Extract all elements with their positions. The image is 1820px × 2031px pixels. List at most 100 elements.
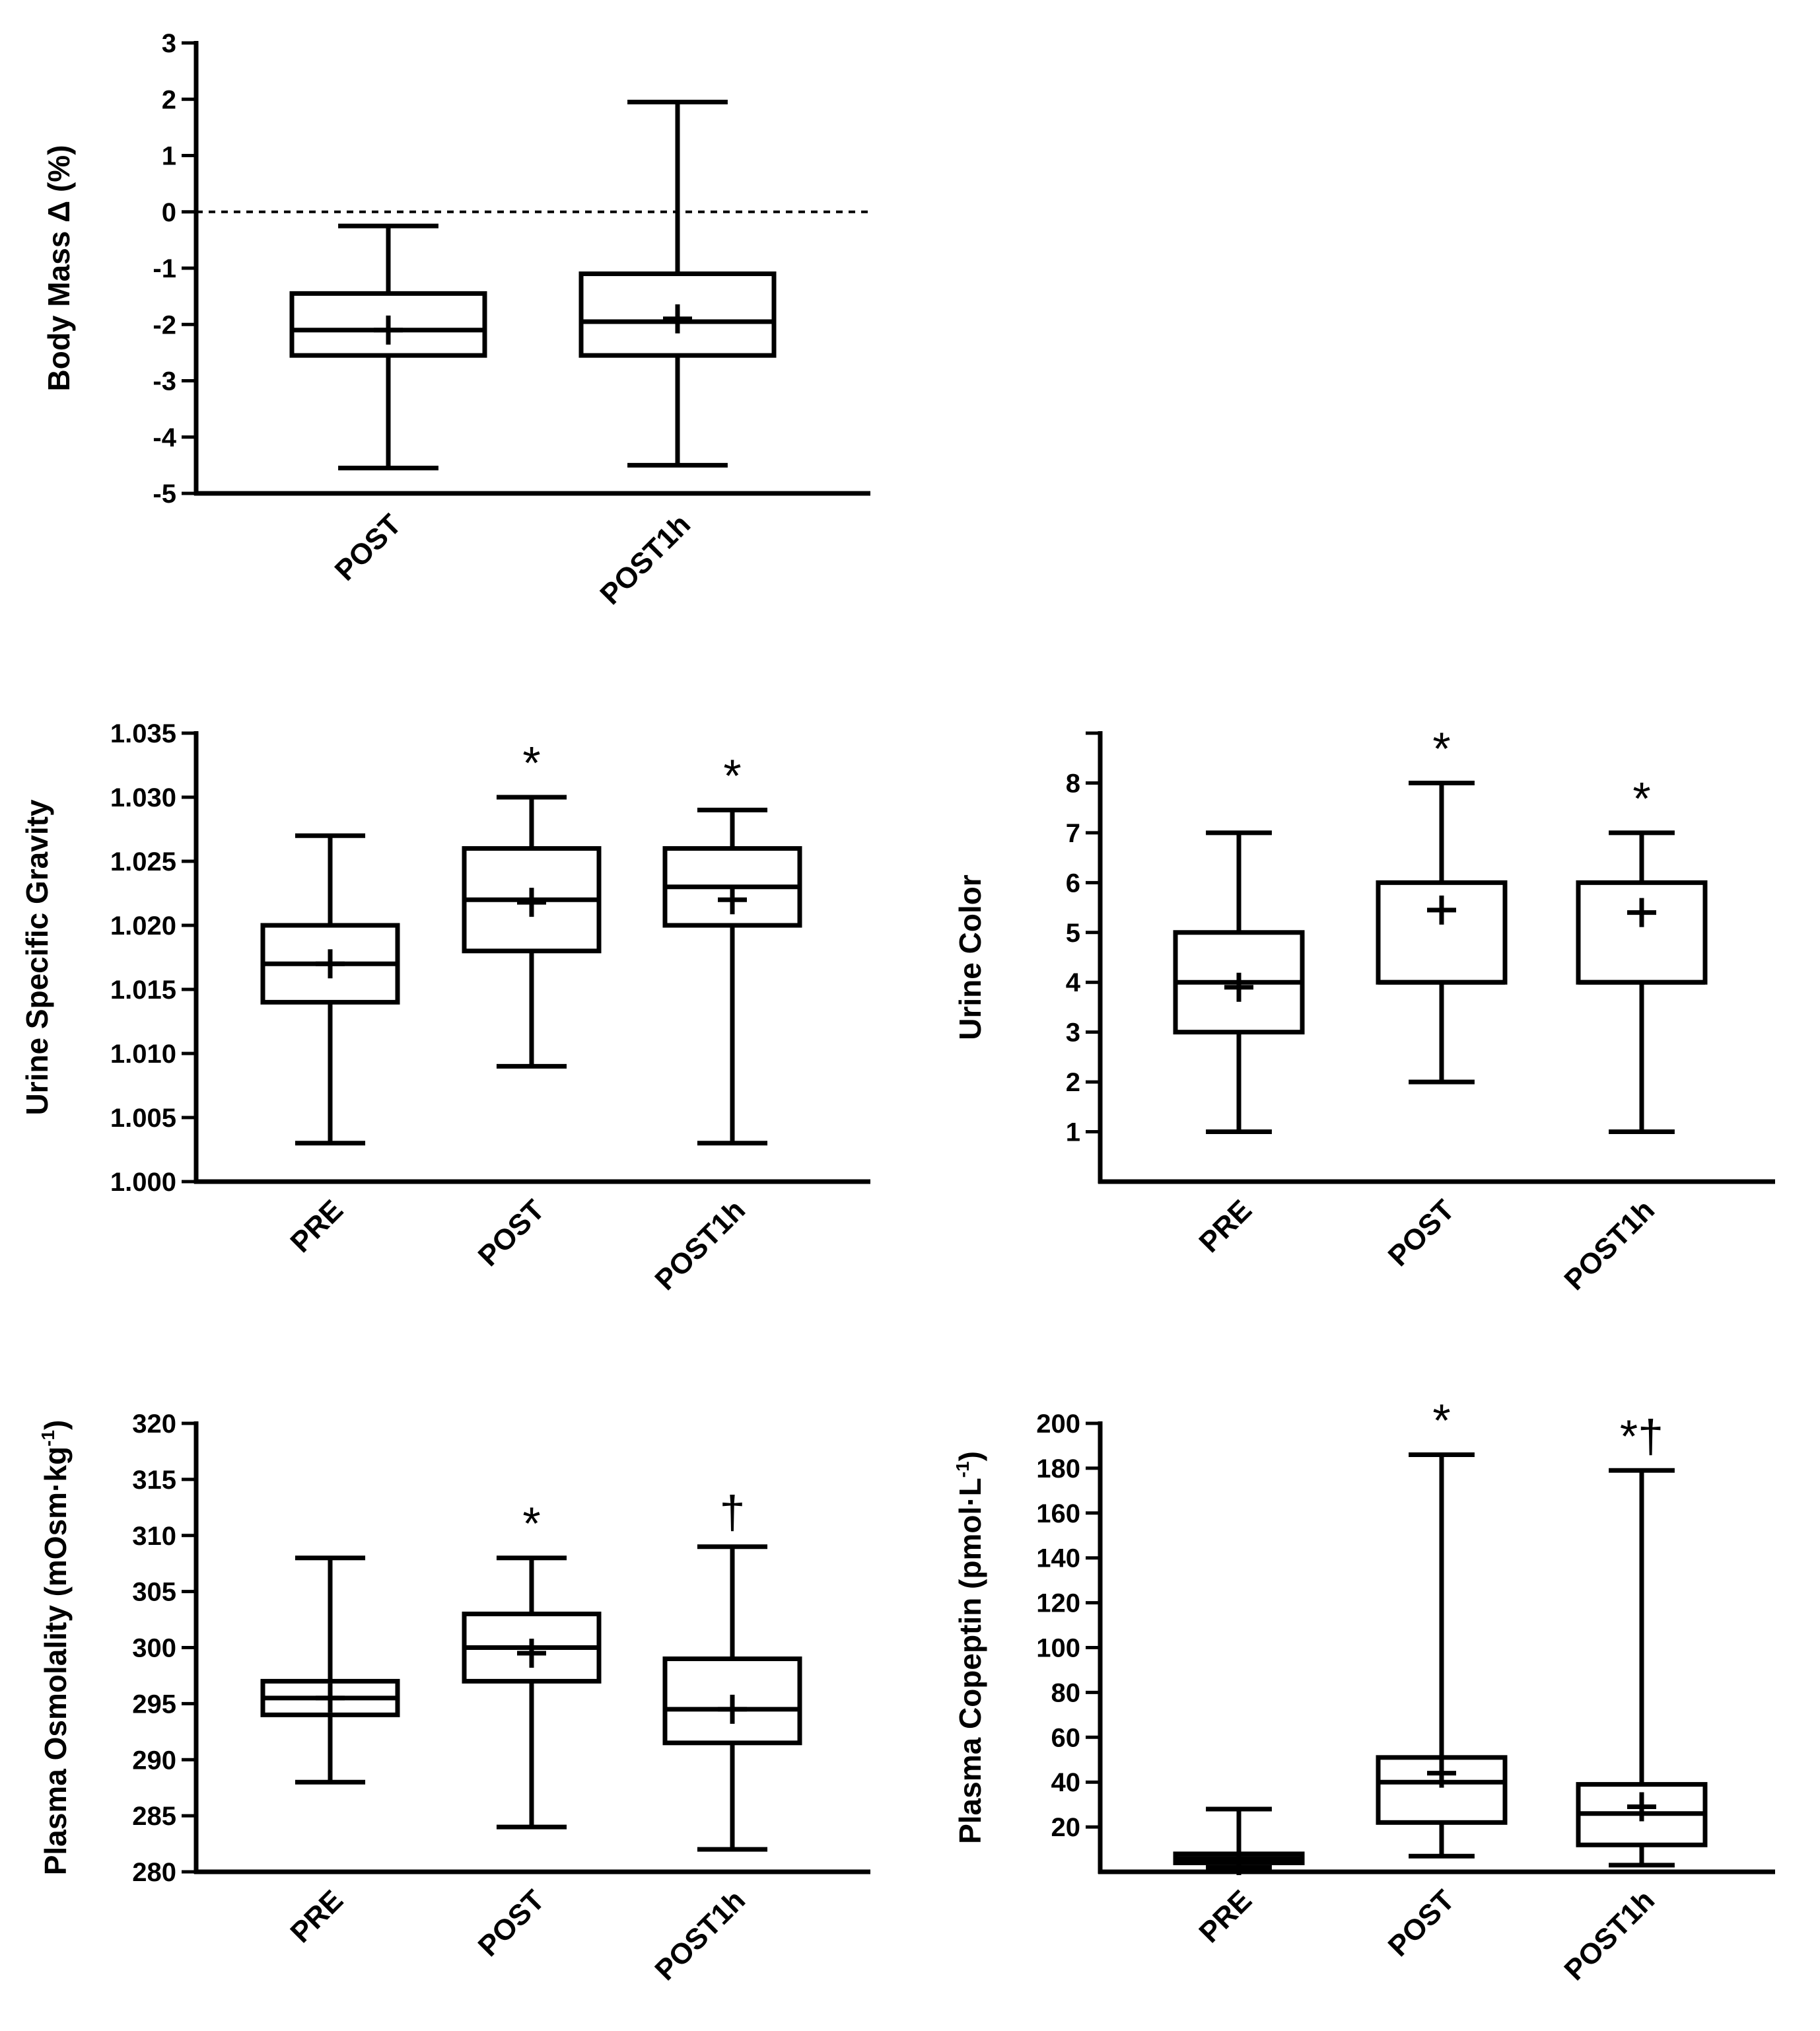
significance-marker: * (723, 750, 741, 801)
y-tick-label: -2 (153, 310, 176, 339)
y-tick-label: 1.025 (110, 847, 176, 876)
y-tick-label: 5 (1066, 919, 1080, 948)
y-tick-label: 295 (132, 1690, 176, 1719)
y-tick-label: 1 (1066, 1118, 1080, 1147)
category-label: PRE (1193, 1884, 1258, 1949)
y-tick-label: 1.030 (110, 783, 176, 812)
y-axis-label-superscript: -1 (952, 1461, 973, 1478)
significance-marker: *† (1620, 1410, 1663, 1462)
y-axis-label-suffix: ) (38, 1420, 73, 1430)
box-post (289, 223, 487, 471)
box-pre (260, 833, 400, 1146)
y-tick-label: 20 (1051, 1813, 1081, 1842)
y-tick-label: 40 (1051, 1768, 1081, 1797)
y-tick-label: 2 (1066, 1068, 1080, 1097)
y-tick-label: 315 (132, 1466, 176, 1495)
y-tick-label: 305 (132, 1578, 176, 1607)
significance-marker: * (522, 1498, 540, 1550)
category-label: POST (329, 508, 407, 587)
y-axis-label-text: Body Mass Δ (%) (42, 145, 76, 391)
y-tick-label: 4 (1066, 968, 1081, 997)
significance-marker: * (1432, 1395, 1450, 1446)
y-tick-label: 6 (1066, 869, 1080, 898)
significance-marker: * (1632, 773, 1650, 824)
y-tick-label: 60 (1051, 1723, 1081, 1752)
y-tick-label: 1 (162, 142, 176, 171)
y-tick-label: -3 (153, 367, 176, 396)
panel-urine-color: 1 2 3 4 5 6 7 8 Urine Color PRE * POST * POST1h (953, 723, 1775, 1297)
y-tick-label: -4 (153, 423, 176, 452)
panel-urine-specific-gravity: 1.035 1.030 1.025 1.020 1.015 1.010 1.005 1.000… (20, 719, 870, 1297)
y-tick-label: 100 (1036, 1634, 1080, 1663)
y-axis-label: Urine Color (953, 874, 987, 1040)
y-axis-label: Body Mass Δ (%) (42, 145, 76, 391)
category-label: POST1h (1558, 1884, 1661, 1987)
y-tick-label: 1.005 (110, 1104, 176, 1133)
box-post1h: * (662, 750, 802, 1146)
y-tick-label: 1.020 (110, 911, 176, 941)
significance-marker: * (1432, 723, 1450, 774)
y-tick-label: 80 (1051, 1678, 1081, 1707)
significance-marker: † (720, 1487, 746, 1538)
y-tick-label: 310 (132, 1522, 176, 1551)
y-tick-label: 1.000 (110, 1168, 176, 1197)
y-tick-label: 140 (1036, 1544, 1080, 1573)
category-label: POST (472, 1194, 551, 1272)
y-axis-label-text: Plasma Copeptin (pmol·L (953, 1478, 987, 1844)
category-label: PRE (284, 1194, 349, 1259)
y-tick-label: 285 (132, 1802, 176, 1831)
box-pre (1173, 1806, 1305, 1876)
box-post1h: * (1576, 773, 1708, 1135)
box-post1h: † (662, 1487, 802, 1852)
box-post: * (462, 1498, 602, 1830)
category-label: PRE (1193, 1194, 1258, 1259)
y-tick-label: 290 (132, 1746, 176, 1775)
category-label: POST (472, 1884, 551, 1962)
panel-body-mass: 3 2 1 0 -1 -2 -3 -4 -5 Body Mass Δ (%) POST POST1h (42, 29, 870, 611)
y-tick-label: 300 (132, 1634, 176, 1663)
category-label: POST1h (648, 1884, 752, 1987)
y-tick-label: 320 (132, 1409, 176, 1439)
iqr-box (578, 271, 777, 358)
y-axis-label-text: Plasma Osmolality (mOsm·kg (38, 1446, 73, 1875)
significance-marker: * (522, 737, 540, 789)
box-post: * (1376, 1395, 1508, 1859)
y-tick-label: 120 (1036, 1589, 1080, 1618)
y-tick-label: -1 (153, 254, 176, 283)
category-label: PRE (284, 1884, 349, 1949)
y-tick-label: 2 (162, 85, 176, 114)
y-axis-label: Plasma Copeptin (pmol·L-1) (952, 1451, 987, 1844)
y-axis-label-superscript: -1 (38, 1430, 58, 1446)
y-tick-label: 7 (1066, 819, 1080, 848)
box-post1h (578, 100, 777, 468)
y-tick-label: 280 (132, 1858, 176, 1887)
y-tick-label: -5 (153, 480, 176, 509)
y-tick-label: 3 (1066, 1018, 1080, 1048)
y-axis-label: Plasma Osmolality (mOsm·kg-1) (38, 1420, 73, 1876)
iqr-box (1576, 880, 1708, 985)
y-tick-label: 1.015 (110, 976, 176, 1005)
y-tick-label: 180 (1036, 1454, 1080, 1483)
panel-plasma-copeptin: 200 180 160 140 120 100 80 60 40 20 Plasma Copepti… (952, 1395, 1775, 1987)
y-tick-label: 8 (1066, 769, 1080, 798)
y-tick-label: 160 (1036, 1499, 1080, 1528)
y-tick-label: 0 (162, 198, 176, 227)
box-pre (1173, 830, 1305, 1135)
box-pre (260, 1555, 400, 1785)
y-axis-label-suffix: ) (953, 1451, 987, 1461)
category-label: POST1h (1558, 1194, 1661, 1297)
category-label: POST1h (648, 1194, 752, 1297)
y-tick-label: 1.010 (110, 1040, 176, 1069)
category-label: POST (1382, 1884, 1461, 1962)
box-post1h: *† (1576, 1410, 1708, 1868)
category-label: POST (1382, 1194, 1461, 1272)
y-tick-label: 200 (1036, 1409, 1080, 1439)
y-axis-label-text: Urine Specific Gravity (20, 799, 54, 1115)
y-tick-label: 1.035 (110, 719, 176, 748)
y-axis-label: Urine Specific Gravity (20, 799, 54, 1115)
y-tick-label: 3 (162, 29, 176, 58)
panel-plasma-osmolality: 320 315 310 305 300 295 290 285 280 Plasma Osmola… (38, 1409, 870, 1987)
category-label: POST1h (594, 508, 697, 611)
box-post: * (462, 737, 602, 1069)
